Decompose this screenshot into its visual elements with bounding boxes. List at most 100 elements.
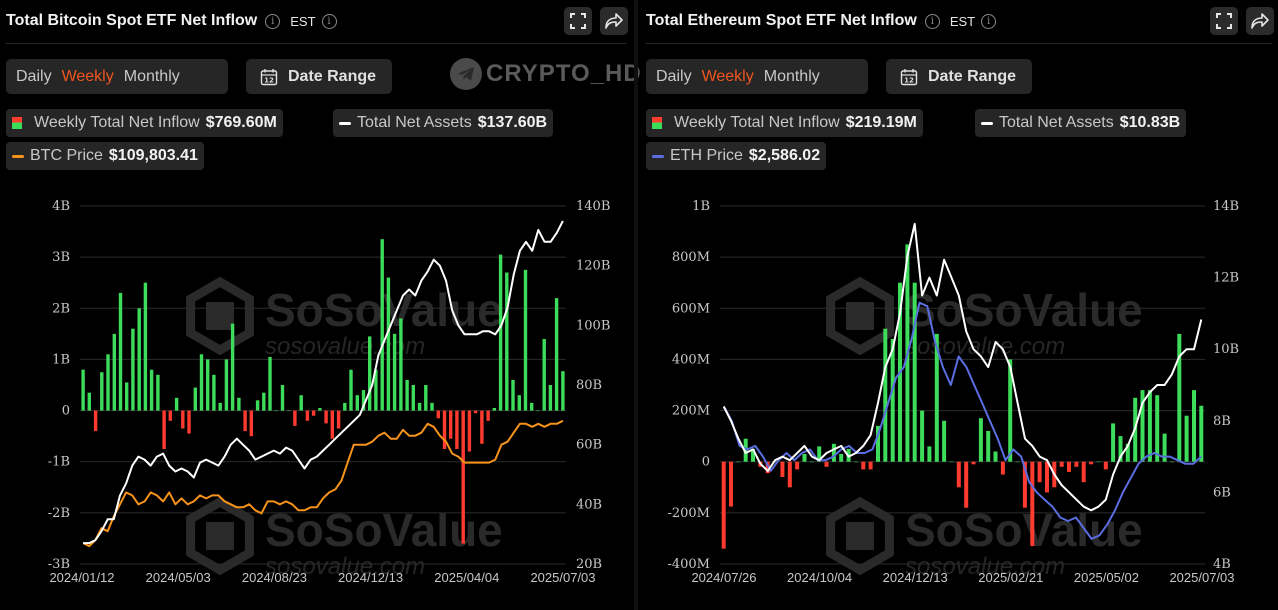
- fullscreen-icon[interactable]: [564, 7, 592, 35]
- legend-label: Weekly Total Net Inflow: [34, 114, 200, 131]
- inflow-bar: [430, 402, 434, 411]
- eth-price-legend[interactable]: ETH Price $2,586.02: [646, 142, 827, 170]
- inflow-bar: [380, 239, 384, 411]
- net-assets-line: [722, 222, 1203, 512]
- eth-period-tabs: Daily Weekly Monthly: [646, 59, 868, 94]
- info-icon[interactable]: i: [924, 13, 940, 29]
- legend-label: Weekly Total Net Inflow: [674, 114, 840, 131]
- legend-value: $10.83B: [1119, 114, 1181, 131]
- inflow-bar: [517, 395, 521, 411]
- inflow-bar: [1155, 395, 1160, 462]
- btc-inflow-legend[interactable]: Weekly Total Net Inflow $769.60M: [6, 109, 283, 137]
- inflow-bar: [405, 379, 409, 411]
- inflow-bar: [787, 461, 792, 488]
- inflow-bar: [1030, 461, 1035, 547]
- eth-date-range-button[interactable]: 12 Date Range: [886, 59, 1033, 94]
- x-tick-label: 2024/07/26: [691, 570, 756, 585]
- y-left-tick-label: 4B: [52, 199, 70, 214]
- inflow-bar: [1015, 461, 1020, 463]
- sosovalue-logo-icon: [846, 522, 874, 550]
- inflow-bar: [920, 410, 925, 462]
- btc-date-range-button[interactable]: 12 Date Range: [246, 59, 393, 94]
- inflow-bar: [1103, 461, 1108, 470]
- inflow-bar: [293, 410, 297, 426]
- inflow-bar: [330, 410, 334, 439]
- x-tick-label: 2025/04/04: [434, 570, 499, 585]
- sosovalue-logo-icon: [206, 522, 234, 550]
- x-tick-label: 2025/07/03: [530, 570, 595, 585]
- inflow-bar: [1008, 359, 1013, 462]
- y-left-tick-label: 0: [702, 455, 710, 470]
- inflow-bar: [436, 410, 440, 419]
- share-icon[interactable]: [600, 7, 628, 35]
- y-left-tick-label: 3B: [52, 250, 70, 265]
- tab-weekly[interactable]: Weekly: [61, 67, 114, 85]
- y-left-tick-label: -3B: [48, 557, 70, 572]
- inflow-bar: [729, 461, 733, 507]
- btc-assets-legend[interactable]: Total Net Assets $137.60B: [333, 109, 554, 137]
- btc-price-legend[interactable]: BTC Price $109,803.41: [6, 142, 204, 170]
- inflow-bar: [299, 395, 303, 411]
- calendar-icon: 12: [900, 68, 918, 85]
- tab-monthly[interactable]: Monthly: [763, 67, 820, 85]
- y-right-tick-label: 20B: [576, 557, 602, 572]
- inflow-bar: [561, 371, 565, 411]
- inflow-bar: [449, 410, 453, 439]
- legend-value: $219.19M: [845, 114, 917, 131]
- inflow-bar: [1192, 390, 1196, 462]
- inflow-bar: [751, 448, 755, 462]
- inflow-bar: [831, 443, 836, 462]
- btc-period-tabs: Daily Weekly Monthly: [6, 59, 228, 94]
- inflow-bar: [949, 461, 954, 463]
- sosovalue-logo-icon: [826, 496, 894, 576]
- inflow-bar: [455, 410, 459, 449]
- btc-panel: Total Bitcoin Spot ETF Net Inflow i EST …: [0, 0, 641, 610]
- sosovalue-site-text: sosovalue.com: [905, 333, 1065, 360]
- x-tick-label: 2024/01/12: [49, 570, 114, 585]
- info-icon[interactable]: i: [265, 13, 281, 29]
- legend-label: Total Net Assets: [357, 114, 472, 131]
- y-right-tick-label: 8B: [1213, 414, 1231, 429]
- eth-assets-legend[interactable]: Total Net Assets $10.83B: [975, 109, 1187, 137]
- inflow-bar: [424, 385, 428, 411]
- line-swatch-icon: [652, 154, 664, 158]
- share-icon[interactable]: [1246, 7, 1274, 35]
- inflow-bar: [802, 454, 807, 462]
- tab-daily[interactable]: Daily: [656, 67, 692, 85]
- inflow-bar: [386, 277, 391, 411]
- tab-daily[interactable]: Daily: [16, 67, 52, 85]
- y-left-tick-label: 200M: [672, 404, 710, 419]
- sosovalue-logo-icon: [186, 496, 254, 576]
- inflow-bar: [199, 354, 204, 411]
- divider: [646, 43, 1272, 44]
- inflow-bar: [343, 402, 347, 411]
- info-icon[interactable]: i: [981, 13, 997, 29]
- inflow-bar: [505, 272, 509, 411]
- fullscreen-icon[interactable]: [1210, 7, 1238, 35]
- inflow-bar: [853, 461, 858, 463]
- y-right-tick-label: 6B: [1213, 485, 1231, 500]
- tab-weekly[interactable]: Weekly: [701, 67, 754, 85]
- inflow-bar: [1147, 390, 1152, 462]
- y-left-tick-label: 2B: [52, 301, 70, 316]
- inflow-bar: [442, 410, 447, 449]
- inflow-bar: [125, 382, 129, 411]
- line-swatch-icon: [12, 154, 24, 158]
- legend-value: $137.60B: [477, 114, 548, 131]
- inflow-bar: [174, 397, 179, 411]
- inflow-bar: [876, 425, 880, 462]
- sosovalue-brand-text: SoSoValue: [265, 504, 503, 556]
- info-icon[interactable]: i: [321, 13, 337, 29]
- svg-text:12: 12: [264, 76, 274, 84]
- crypto-hd-text: CRYPTO_HD: [486, 60, 642, 87]
- tab-monthly[interactable]: Monthly: [123, 67, 180, 85]
- y-left-tick-label: 1B: [52, 352, 70, 367]
- sosovalue-logo-icon: [826, 276, 894, 356]
- y-right-tick-label: 60B: [576, 438, 602, 453]
- legend-value: $2,586.02: [748, 147, 821, 164]
- inflow-bar: [1199, 405, 1204, 462]
- inflow-bar: [1022, 461, 1027, 508]
- inflow-bar: [417, 402, 422, 411]
- inflow-bar: [912, 282, 917, 462]
- eth-inflow-legend[interactable]: Weekly Total Net Inflow $219.19M: [646, 109, 923, 137]
